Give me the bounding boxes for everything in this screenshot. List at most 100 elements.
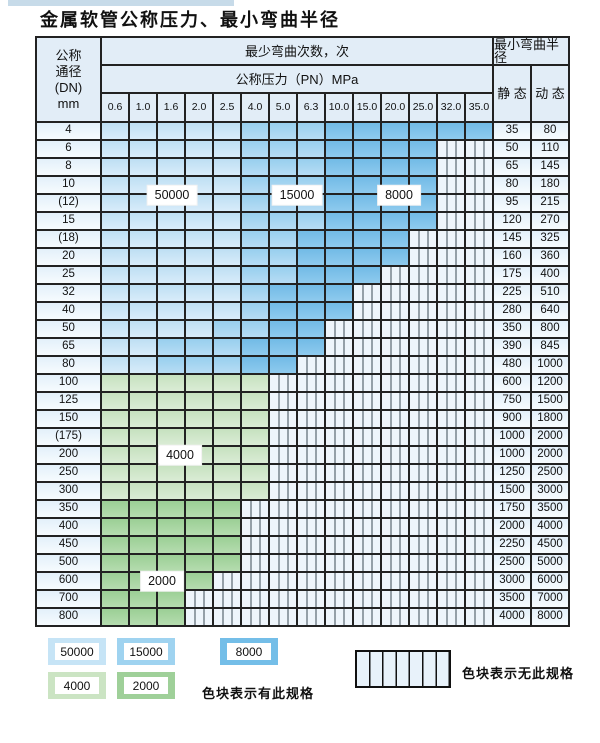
spec-cell-b2	[298, 141, 326, 159]
spec-cell-b1	[102, 141, 130, 159]
spec-cell-b3	[410, 213, 438, 231]
spec-cell-b1	[102, 213, 130, 231]
header-dn: 公称 通径 (DN) mm	[37, 38, 102, 123]
static-radius-value: 225	[494, 285, 532, 303]
spec-cell-b3	[270, 303, 298, 321]
spec-cell-g1	[242, 393, 270, 411]
legend-swatch-label: 15000	[124, 643, 168, 660]
spec-cell-b1	[214, 213, 242, 231]
spec-cell-b1	[214, 123, 242, 141]
spec-cell-g2	[158, 501, 186, 519]
spec-cell-g1	[186, 411, 214, 429]
header-dn-line1: 公称	[55, 48, 82, 63]
legend-swatch-label: 50000	[55, 643, 99, 660]
no-spec-cell	[438, 357, 466, 375]
header-nominal-pressure: 公称压力（PN）MPa	[102, 66, 494, 94]
no-spec-cell	[466, 537, 494, 555]
no-spec-cell	[326, 465, 354, 483]
no-spec-cell	[242, 555, 270, 573]
static-radius-value: 600	[494, 375, 532, 393]
no-spec-cell	[186, 609, 214, 627]
pressure-col-25.0: 25.0	[410, 94, 438, 123]
spec-cell-g1	[102, 429, 130, 447]
no-spec-cell	[438, 411, 466, 429]
spec-cell-b1	[158, 267, 186, 285]
spec-cell-b1	[130, 159, 158, 177]
no-spec-cell	[466, 393, 494, 411]
dn-label: 32	[37, 285, 102, 303]
spec-cell-g1	[130, 393, 158, 411]
no-spec-cell	[438, 591, 466, 609]
no-spec-cell	[298, 519, 326, 537]
spec-cell-g2	[214, 555, 242, 573]
scan-artifact-strip	[8, 0, 234, 6]
dynamic-radius-value: 325	[532, 231, 570, 249]
no-spec-cell	[466, 375, 494, 393]
no-spec-cell	[438, 159, 466, 177]
no-spec-cell	[410, 429, 438, 447]
no-spec-cell	[354, 429, 382, 447]
legend-no-spec-text: 色块表示无此规格	[462, 666, 575, 681]
no-spec-cell	[270, 429, 298, 447]
spec-cell-b3	[354, 267, 382, 285]
spec-cell-b3	[326, 249, 354, 267]
dn-label: 350	[37, 501, 102, 519]
dynamic-radius-value: 1200	[532, 375, 570, 393]
no-spec-cell	[410, 393, 438, 411]
static-radius-value: 1500	[494, 483, 532, 501]
spec-cell-g1	[130, 483, 158, 501]
spec-cell-b3	[410, 141, 438, 159]
no-spec-cell	[410, 537, 438, 555]
no-spec-cell	[438, 429, 466, 447]
pressure-col-1.0: 1.0	[130, 94, 158, 123]
pressure-col-32.0: 32.0	[438, 94, 466, 123]
spec-cell-b1	[130, 357, 158, 375]
spec-cell-b3	[242, 357, 270, 375]
no-spec-cell	[242, 591, 270, 609]
no-spec-cell	[354, 465, 382, 483]
no-spec-cell	[354, 303, 382, 321]
spec-cell-b2	[242, 123, 270, 141]
static-radius-value: 145	[494, 231, 532, 249]
spec-cell-b2	[298, 213, 326, 231]
legend-swatch-8000: 8000	[220, 638, 278, 665]
no-spec-cell	[270, 465, 298, 483]
no-spec-cell	[382, 573, 410, 591]
pressure-col-6.3: 6.3	[298, 94, 326, 123]
no-spec-cell	[466, 573, 494, 591]
spec-cell-g1	[102, 465, 130, 483]
spec-cell-b3	[354, 159, 382, 177]
spec-cell-g2	[102, 591, 130, 609]
spec-cell-b1	[186, 321, 214, 339]
static-radius-value: 35	[494, 123, 532, 141]
spec-cell-g2	[214, 537, 242, 555]
spec-cell-b1	[186, 159, 214, 177]
spec-cell-g2	[102, 519, 130, 537]
no-spec-cell	[382, 321, 410, 339]
static-radius-value: 1750	[494, 501, 532, 519]
spec-cell-b2	[158, 357, 186, 375]
no-spec-cell	[354, 483, 382, 501]
spec-cell-b3	[326, 123, 354, 141]
spec-cell-b2	[242, 321, 270, 339]
dynamic-radius-value: 7000	[532, 591, 570, 609]
spec-cell-b1	[214, 267, 242, 285]
no-spec-cell	[410, 501, 438, 519]
spec-cell-b1	[102, 321, 130, 339]
no-spec-cell	[466, 483, 494, 501]
no-spec-cell	[382, 285, 410, 303]
dn-label: 800	[37, 609, 102, 627]
dynamic-radius-value: 845	[532, 339, 570, 357]
spec-cell-g1	[242, 447, 270, 465]
static-radius-value: 95	[494, 195, 532, 213]
pressure-col-5.0: 5.0	[270, 94, 298, 123]
no-spec-cell	[354, 591, 382, 609]
no-spec-cell	[326, 591, 354, 609]
no-spec-cell	[382, 447, 410, 465]
spec-cell-b3	[270, 339, 298, 357]
no-spec-cell	[410, 573, 438, 591]
static-radius-value: 2250	[494, 537, 532, 555]
static-radius-value: 390	[494, 339, 532, 357]
no-spec-cell	[466, 357, 494, 375]
spec-cell-b1	[130, 339, 158, 357]
